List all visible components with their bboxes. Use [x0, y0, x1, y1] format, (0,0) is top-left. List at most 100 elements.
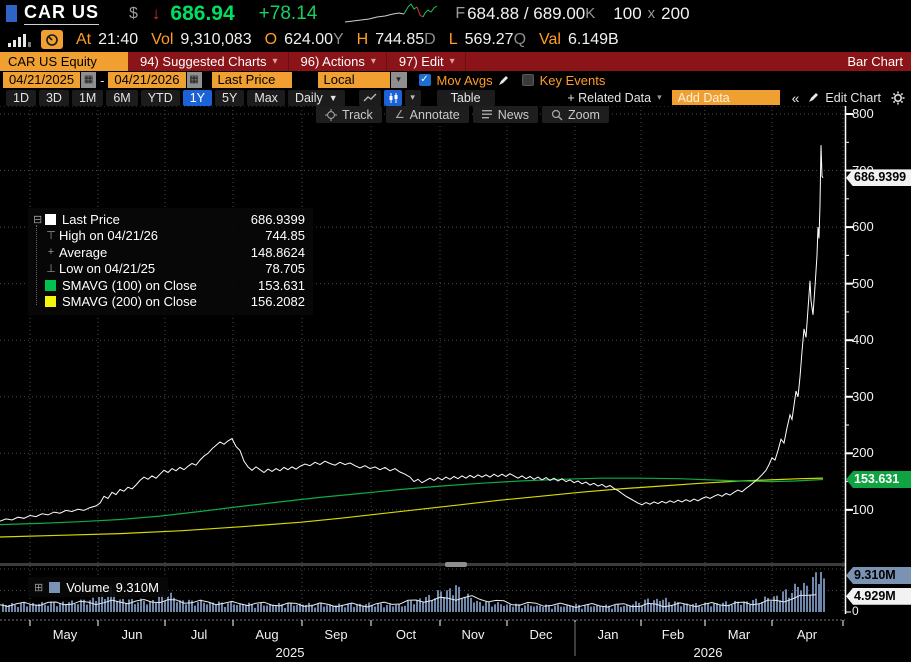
gear-icon[interactable] [891, 91, 905, 105]
volume-value: 9,310,083 [180, 30, 252, 48]
tab-max[interactable]: Max [247, 89, 285, 106]
bar-chart-icon[interactable] [8, 33, 31, 47]
volume-swatch [49, 581, 61, 593]
at-label: At [76, 30, 92, 48]
mov-avgs-checkbox[interactable]: ✓ [418, 74, 431, 86]
open-value: 624.00 [284, 30, 333, 48]
pencil-icon[interactable] [497, 74, 510, 87]
zoom-button[interactable]: Zoom [541, 106, 609, 123]
legend-average[interactable]: + Average 148.8624 [33, 244, 305, 261]
bid-ask-prefix: F [455, 4, 466, 22]
traded-value: 6.149B [567, 30, 619, 48]
down-arrow-icon: ↓ [151, 3, 161, 23]
frequency-select[interactable]: Daily ▼ [287, 89, 345, 106]
title-bar: CAR US $ ↓ 686.94 +78.14 F 684.88 / 689.… [0, 0, 911, 27]
y-axis-label: 400 [852, 332, 874, 348]
ticker-symbol[interactable]: CAR US [24, 2, 100, 25]
legend-low[interactable]: ⊥ Low on 04/21/25 78.705 [46, 261, 305, 277]
month-label: Feb [661, 627, 685, 642]
tab-3d[interactable]: 3D [38, 89, 69, 106]
quote-time: 21:40 [98, 30, 139, 48]
track-button[interactable]: Track [316, 106, 382, 123]
chart-tools: Track ∠ Annotate News Zoom [316, 106, 609, 123]
legend-last-price[interactable]: ⊟ Last Price 686.9399 [33, 211, 305, 227]
bid-size: 100 [613, 3, 642, 23]
expand-icon[interactable]: ⊞ [34, 581, 44, 594]
field-select[interactable]: Last Price [211, 72, 292, 88]
tab-1y[interactable]: 1Y [182, 89, 213, 106]
annotate-button[interactable]: ∠ Annotate [385, 106, 469, 123]
high-value: 744.85 [375, 30, 425, 48]
chart-legend: ⊟ Last Price 686.9399 ⊤ High on 04/21/26… [28, 208, 313, 315]
tab-1m[interactable]: 1M [71, 89, 104, 106]
val-label: Val [539, 30, 561, 48]
related-data-button[interactable]: + Related Data ▾ [567, 90, 662, 105]
size-x: x [647, 5, 656, 22]
month-label: Mar [727, 627, 751, 642]
month-label: May [52, 627, 78, 642]
volume-axis-badge: 9.310M [846, 566, 911, 584]
bid-ask-suffix: K [585, 5, 596, 22]
average-marker-icon: + [47, 246, 55, 259]
menu-actions[interactable]: 96) Actions ▾ [291, 52, 387, 71]
low-value: 569.27 [464, 30, 514, 48]
volume-current: 9.310M [115, 579, 159, 595]
date-from-input[interactable]: 04/21/2025 [3, 72, 81, 88]
menu-edit[interactable]: 97) Edit ▾ [389, 52, 466, 71]
legend-smavg100[interactable]: SMAVG (100) on Close 153.631 [33, 277, 305, 294]
last-price-axis-badge: 686.9399 [846, 169, 911, 187]
calendar-icon[interactable]: ▦ [186, 72, 202, 88]
tab-1d[interactable]: 1D [6, 89, 36, 106]
tab-ytd[interactable]: YTD [140, 89, 180, 106]
month-label: Jul [190, 627, 208, 642]
chevron-down-icon: ▾ [449, 56, 455, 67]
calendar-icon[interactable]: ▦ [81, 72, 97, 88]
mov-avgs-label: Mov Avgs [436, 72, 493, 88]
price-change: +78.14 [258, 2, 318, 24]
gauge-icon[interactable] [41, 30, 63, 49]
month-label: Aug [255, 627, 279, 642]
y-axis-label: 800 [852, 106, 874, 121]
chevron-down-icon: ▾ [657, 92, 662, 102]
news-button[interactable]: News [472, 106, 538, 123]
volume-legend[interactable]: ⊞ Volume 9.310M [28, 577, 168, 597]
quote-bar: At 21:40 Vol 9,310,083 O 624.00 Y H 744.… [0, 27, 911, 52]
chart-type-dropdown-icon[interactable]: ▾ [404, 89, 421, 106]
bid-ask: 684.88 / 689.00 [467, 3, 586, 23]
chart-type-label: Bar Chart [847, 54, 903, 69]
low-marker-icon: ⊥ [46, 263, 56, 276]
month-label: Oct [395, 627, 417, 642]
candle-chart-type-icon[interactable] [383, 89, 402, 106]
magnifier-icon [551, 109, 563, 120]
month-label: Dec [529, 627, 553, 642]
collapse-panel-icon[interactable]: « [791, 89, 800, 106]
open-label: O [264, 30, 278, 48]
edit-chart-button[interactable]: Edit Chart [825, 90, 881, 105]
range-dash: - [100, 72, 105, 88]
currency-dropdown-icon[interactable]: ▾ [390, 72, 407, 88]
key-events-checkbox[interactable] [521, 74, 534, 86]
vol-label: Vol [151, 30, 174, 48]
menu-suggested-charts[interactable]: 94) Suggested Charts ▾ [130, 52, 289, 71]
legend-high[interactable]: ⊤ High on 04/21/26 744.85 [46, 228, 305, 244]
line-chart-type-icon[interactable] [358, 89, 381, 106]
ask-size: 200 [661, 3, 690, 23]
month-label: Nov [461, 627, 485, 642]
currency-select[interactable]: Local CCY [317, 72, 390, 103]
high-marker-icon: ⊤ [46, 230, 56, 243]
legend-smavg200[interactable]: SMAVG (200) on Close 156.2082 [33, 294, 305, 311]
date-to-input[interactable]: 04/21/2026 [108, 72, 186, 88]
add-data-input[interactable] [671, 90, 780, 105]
security-field[interactable]: CAR US Equity [0, 52, 128, 71]
collapse-expander-icon[interactable]: ⊟ [33, 213, 43, 226]
currency-symbol: $ [129, 4, 138, 22]
pencil-icon[interactable] [807, 91, 820, 104]
last-price-swatch [45, 213, 56, 225]
annotate-icon: ∠ [394, 109, 405, 121]
tab-6m[interactable]: 6M [106, 89, 138, 106]
high-label: H [356, 30, 369, 48]
chart-toolbar: 1D 3D 1M 6M YTD 1Y 5Y Max Daily ▼ ▾ Tabl… [0, 89, 911, 106]
tab-5y[interactable]: 5Y [215, 89, 245, 106]
table-button[interactable]: Table [436, 89, 495, 106]
